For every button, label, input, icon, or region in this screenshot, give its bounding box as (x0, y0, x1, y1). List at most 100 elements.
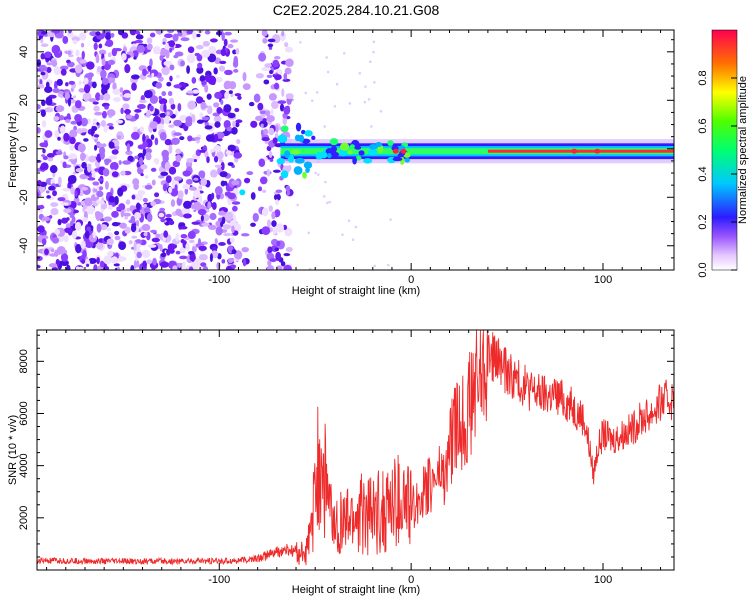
noise-blob (46, 62, 53, 66)
noise-blob (89, 225, 94, 231)
noise-blob (180, 238, 185, 244)
faint-noise-dot (315, 91, 319, 94)
noise-blob (280, 261, 286, 267)
noise-blob (101, 77, 109, 85)
faint-noise-dot (308, 267, 312, 270)
noise-blob (234, 93, 242, 97)
signal-band-core (280, 148, 674, 155)
noise-blob (110, 32, 115, 38)
noise-blob (63, 234, 69, 243)
signal-blob (358, 150, 365, 156)
signal-blob (277, 134, 288, 143)
noise-blob (118, 241, 127, 250)
noise-blob (86, 61, 95, 70)
colorbar-tick-label: 0.2 (697, 214, 709, 229)
noise-blob (185, 116, 193, 124)
noise-blob (77, 143, 86, 153)
noise-blob (213, 115, 222, 123)
noise-blob (44, 107, 54, 113)
noise-blob (74, 221, 82, 231)
noise-blob (223, 38, 228, 47)
noise-blob (138, 157, 143, 166)
noise-blob (41, 99, 46, 107)
noise-blob (74, 100, 82, 109)
noise-blob (182, 170, 191, 177)
noise-blob (169, 75, 173, 82)
noise-blob (120, 209, 125, 218)
noise-blob (124, 108, 131, 115)
noise-blob (262, 189, 267, 193)
noise-blob (205, 134, 215, 142)
noise-blob (95, 242, 104, 250)
noise-blob (144, 175, 149, 179)
noise-blob (267, 246, 273, 254)
noise-blob (76, 56, 81, 63)
noise-blob (87, 221, 92, 228)
noise-blob (146, 37, 153, 44)
noise-blob (206, 105, 213, 115)
noise-blob (116, 206, 121, 211)
noise-blob (213, 155, 219, 163)
noise-blob (201, 49, 211, 58)
noise-blob (175, 154, 182, 163)
noise-blob (67, 97, 72, 107)
noise-blob (92, 231, 96, 239)
noise-blob (78, 32, 87, 41)
noise-blob (41, 216, 51, 222)
noise-blob (113, 47, 122, 52)
noise-blob (160, 171, 169, 176)
noise-blob (52, 190, 57, 197)
isolated-signal-dot (239, 189, 246, 196)
noise-blob (99, 94, 105, 101)
signal-blob (392, 157, 403, 162)
noise-blob (141, 223, 151, 232)
signal-blob (347, 150, 353, 155)
noise-blob (65, 119, 71, 123)
spectrogram-x-tick-label: 0 (408, 274, 414, 286)
noise-blob (117, 30, 125, 36)
colorbar-gradient (711, 29, 738, 271)
faint-noise-dot (325, 56, 328, 59)
noise-blob (40, 43, 49, 48)
noise-blob (268, 93, 277, 101)
noise-blob (188, 266, 194, 270)
noise-blob (88, 257, 97, 265)
noise-blob (275, 223, 285, 233)
noise-blob (180, 234, 188, 239)
noise-blob (128, 240, 133, 245)
noise-blob (180, 60, 185, 67)
noise-blob (57, 136, 61, 141)
noise-blob (100, 69, 107, 79)
noise-blob (126, 207, 131, 212)
noise-blob (45, 96, 53, 106)
noise-blob (104, 32, 112, 41)
noise-blob (41, 30, 48, 35)
noise-blob (37, 68, 41, 72)
noise-blob (103, 93, 111, 101)
noise-blob (156, 123, 164, 130)
noise-blob (234, 107, 240, 113)
noise-blob (129, 30, 137, 36)
noise-blob (111, 210, 119, 218)
noise-blob (162, 41, 166, 45)
noise-blob (58, 90, 64, 95)
noise-blob (37, 192, 40, 197)
signal-blob (290, 149, 301, 155)
noise-blob (225, 265, 233, 270)
spectrogram-y-tick-label: 20 (18, 94, 30, 106)
noise-blob (101, 86, 108, 96)
noise-blob (163, 60, 172, 67)
signal-blob (349, 144, 355, 149)
noise-blob (163, 103, 167, 113)
noise-blob (198, 253, 208, 261)
noise-blob (74, 113, 82, 122)
noise-blob (117, 266, 121, 270)
faint-noise-dot (326, 70, 330, 74)
noise-blob (213, 133, 219, 141)
faint-noise-dot (363, 100, 367, 104)
noise-blob (195, 44, 204, 50)
noise-blob (271, 100, 279, 110)
noise-blob (75, 49, 80, 57)
noise-blob (271, 220, 277, 228)
noise-blob (158, 98, 168, 105)
